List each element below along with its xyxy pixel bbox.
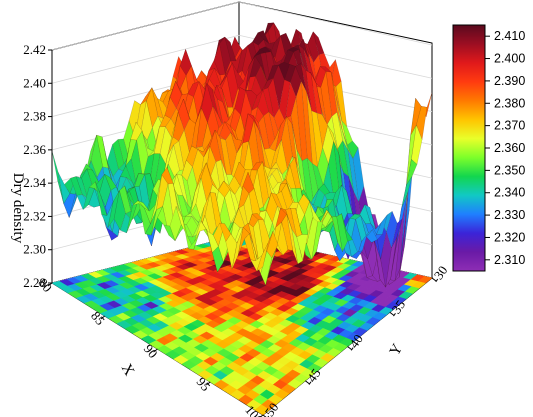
y-axis-label: Y bbox=[387, 341, 406, 359]
z-gridline bbox=[51, 1, 433, 51]
z-tick-label: 2.32 bbox=[23, 208, 46, 223]
z-tick-label: 2.28 bbox=[23, 275, 46, 290]
z-axis-label: Dry density bbox=[10, 173, 26, 244]
colorbar-bar bbox=[452, 24, 486, 272]
z-tick-label: 2.40 bbox=[23, 75, 46, 90]
colorbar: 2.410 2.400 2.390 2.380 2.370 2.360 2.350 2.340… bbox=[452, 24, 525, 272]
x-axis-label: X bbox=[118, 361, 137, 379]
y-tick-mark bbox=[389, 311, 395, 316]
z-tick-label: 2.42 bbox=[23, 42, 46, 57]
surface-cell bbox=[256, 243, 269, 272]
colorbar-tick-label: 2.310 bbox=[494, 253, 525, 267]
colorbar-ticks: 2.410 2.400 2.390 2.380 2.370 2.360 2.350 2.340… bbox=[485, 29, 525, 267]
z-tick-label: 2.38 bbox=[23, 109, 46, 124]
z-tick-label: 2.34 bbox=[23, 175, 46, 190]
x-tick-mark bbox=[100, 315, 106, 320]
colorbar-tick-label: 2.410 bbox=[494, 29, 525, 43]
x-tick-mark bbox=[205, 381, 211, 386]
y-tick-mark bbox=[347, 346, 352, 350]
colorbar-tick-label: 2.400 bbox=[494, 52, 525, 66]
colorbar-tick-label: 2.370 bbox=[494, 119, 525, 133]
colorbar-tick-label: 2.320 bbox=[494, 230, 525, 244]
y-tick-mark bbox=[431, 277, 437, 282]
z-gridline bbox=[51, 34, 433, 84]
y-tick-mark bbox=[304, 380, 310, 385]
colorbar-tick-label: 2.330 bbox=[494, 208, 525, 222]
colorbar-tick-label: 2.380 bbox=[494, 96, 525, 110]
x-tick-mark bbox=[47, 282, 53, 287]
z-tick-label: 2.30 bbox=[23, 242, 46, 257]
colorbar-tick-label: 2.390 bbox=[494, 74, 525, 88]
x-tick-mark bbox=[153, 348, 158, 353]
z-tick-label: 2.36 bbox=[23, 142, 46, 157]
colorbar-tick-label: 2.360 bbox=[494, 141, 525, 155]
z-axis-ticks: 2.28 2.30 2.32 2.34 2.36 2.38 2.40 2.42 bbox=[23, 42, 53, 290]
colorbar-tick-label: 2.350 bbox=[494, 163, 525, 177]
colorbar-tick-label: 2.340 bbox=[494, 186, 525, 200]
dry-density-surface bbox=[51, 22, 433, 288]
